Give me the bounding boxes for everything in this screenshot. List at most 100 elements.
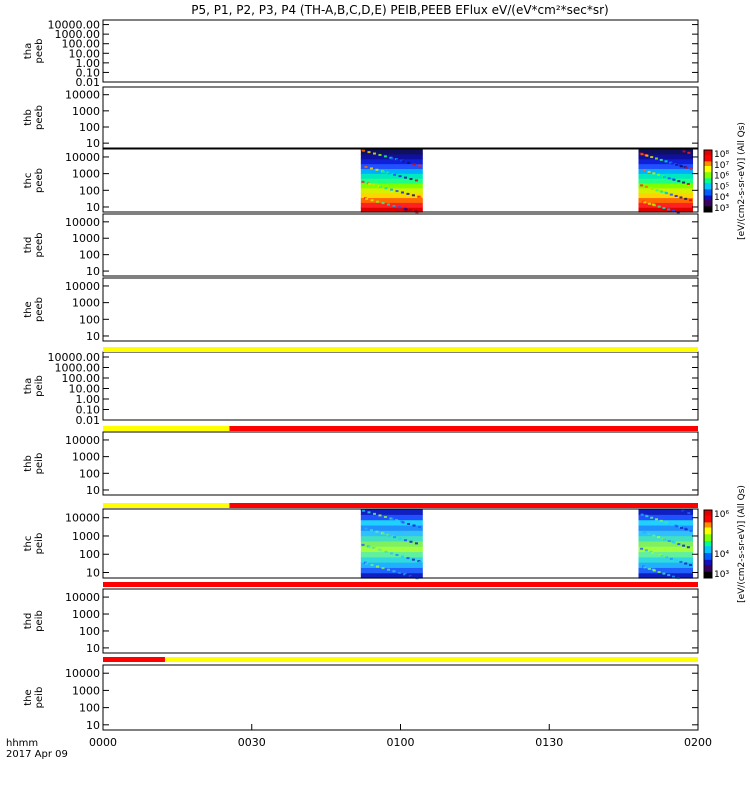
spectrogram-speckle bbox=[682, 544, 686, 547]
spectrogram-speckle bbox=[657, 571, 661, 574]
y-tick-label: 1000 bbox=[72, 451, 100, 464]
spectrogram-block bbox=[360, 149, 423, 214]
spectrogram-speckle bbox=[395, 553, 399, 556]
colorbar-swatch bbox=[704, 559, 712, 562]
spectrogram-speckle bbox=[418, 560, 422, 563]
spectrogram-speckle bbox=[652, 569, 656, 572]
panel-product-label: peeb bbox=[34, 297, 45, 322]
colorbar-swatch bbox=[704, 163, 712, 166]
spectrogram-speckle bbox=[659, 519, 663, 522]
colorbar-swatch bbox=[704, 168, 712, 171]
colorbar-swatch bbox=[704, 176, 712, 179]
colorbar-swatch bbox=[704, 204, 712, 207]
colorbar-swatch bbox=[704, 177, 712, 180]
spectrogram-band bbox=[360, 519, 423, 526]
colorbar-swatch bbox=[704, 576, 712, 579]
y-tick-label: 1000 bbox=[72, 530, 100, 543]
spectrogram-speckle bbox=[365, 197, 369, 200]
spectrogram-band bbox=[638, 202, 694, 208]
colorbar-swatch bbox=[704, 207, 712, 210]
spectrogram-speckle bbox=[652, 204, 656, 207]
spectrogram-speckle bbox=[384, 187, 388, 190]
spectrogram-speckle bbox=[657, 173, 661, 176]
y-tick-label: 10000.00 bbox=[48, 19, 101, 32]
panel-probe-label: thb bbox=[23, 455, 34, 472]
colorbar-swatch bbox=[704, 184, 712, 187]
colorbar-swatch bbox=[704, 185, 712, 188]
colorbar-swatch bbox=[704, 167, 712, 170]
spectrogram-band bbox=[638, 153, 694, 160]
spectrogram-speckle bbox=[375, 530, 379, 533]
spectrogram-speckle bbox=[642, 169, 646, 172]
spectrogram-speckle bbox=[367, 151, 371, 154]
y-tick-label: 1000 bbox=[72, 105, 100, 118]
panel-frame bbox=[102, 277, 699, 342]
colorbar-swatch bbox=[704, 564, 712, 567]
colorbar-tick-label: 10³ bbox=[714, 570, 729, 580]
spectrogram-speckle bbox=[393, 536, 397, 539]
colorbar-swatch bbox=[704, 513, 712, 516]
spectrogram-speckle bbox=[409, 178, 413, 181]
spectrogram-speckle bbox=[650, 156, 654, 159]
spectrogram-speckle bbox=[650, 516, 654, 519]
spectrogram-speckle bbox=[404, 574, 408, 577]
panel-probe-label: thc bbox=[23, 173, 34, 189]
colorbar-swatch bbox=[704, 194, 712, 197]
spectrogram-speckle bbox=[390, 188, 394, 191]
spectrogram-band bbox=[360, 540, 423, 547]
y-tick-label: 10.00 bbox=[69, 47, 101, 60]
spectrogram-speckle bbox=[657, 205, 661, 208]
y-tick-label: 1.00 bbox=[76, 393, 101, 406]
spectrogram-speckle bbox=[395, 190, 399, 193]
colorbar-swatch bbox=[704, 201, 712, 204]
panel-probe-label: thd bbox=[23, 237, 34, 254]
spectrogram-band bbox=[360, 562, 423, 568]
colorbar-swatch bbox=[704, 552, 712, 555]
spectrogram-speckle bbox=[400, 555, 404, 558]
panel-y-label: thd peib bbox=[23, 610, 45, 632]
panel-frame bbox=[102, 148, 699, 213]
panel-product-label: peib bbox=[34, 375, 45, 397]
spectrogram-speckle bbox=[390, 157, 394, 160]
spectrogram-speckle bbox=[687, 151, 691, 154]
spectrogram-speckle bbox=[675, 525, 679, 528]
spectrogram-speckle bbox=[689, 168, 693, 171]
spectrogram-block bbox=[638, 149, 694, 214]
spectrogram-speckle bbox=[642, 531, 646, 534]
colorbar-swatch bbox=[704, 156, 712, 159]
colorbar-swatch bbox=[704, 187, 712, 190]
panel-y-label: thb peeb bbox=[23, 105, 45, 130]
spectrogram-speckle bbox=[410, 575, 414, 578]
spectrogram-speckle bbox=[671, 575, 675, 578]
mode-bar-segment bbox=[103, 347, 698, 352]
panel-y-label: thb peib bbox=[23, 453, 45, 475]
spectrogram-band bbox=[360, 567, 423, 574]
colorbar-swatch bbox=[704, 574, 712, 577]
y-tick-label: 100 bbox=[79, 467, 100, 480]
spectrogram-band bbox=[638, 567, 694, 574]
y-tick-label: 10000 bbox=[65, 667, 100, 680]
mode-bars bbox=[103, 347, 698, 662]
colorbar-swatch bbox=[704, 210, 712, 213]
colorbar-swatch bbox=[704, 205, 712, 208]
colorbar-swatch bbox=[704, 545, 712, 548]
panel-thc-peib: 10000 1000 100 10 thc peib bbox=[23, 508, 699, 580]
colorbar-label-group: [eV/(cm2-s-sr-eV)] (All Qs) bbox=[737, 122, 747, 240]
panel-the-peeb: 10000 1000 100 10 the peeb bbox=[23, 277, 699, 343]
colorbar-swatch bbox=[704, 527, 712, 530]
spectrogram-band bbox=[360, 182, 423, 189]
spectrogram-speckle bbox=[367, 511, 371, 514]
spectrogram-speckle bbox=[671, 209, 675, 212]
spectrogram-speckle bbox=[368, 546, 372, 549]
panel-product-label: peeb bbox=[34, 168, 45, 193]
colorbar-swatch bbox=[704, 555, 712, 559]
spectrogram-speckle bbox=[679, 560, 683, 563]
spectrogram-speckle bbox=[372, 512, 376, 515]
y-tick-label: 10 bbox=[86, 137, 100, 150]
spectrogram-speckle bbox=[677, 543, 681, 546]
y-tick-label: 10 bbox=[86, 642, 100, 655]
colorbar-swatch bbox=[704, 510, 712, 513]
spectrogram-speckle bbox=[659, 158, 663, 161]
